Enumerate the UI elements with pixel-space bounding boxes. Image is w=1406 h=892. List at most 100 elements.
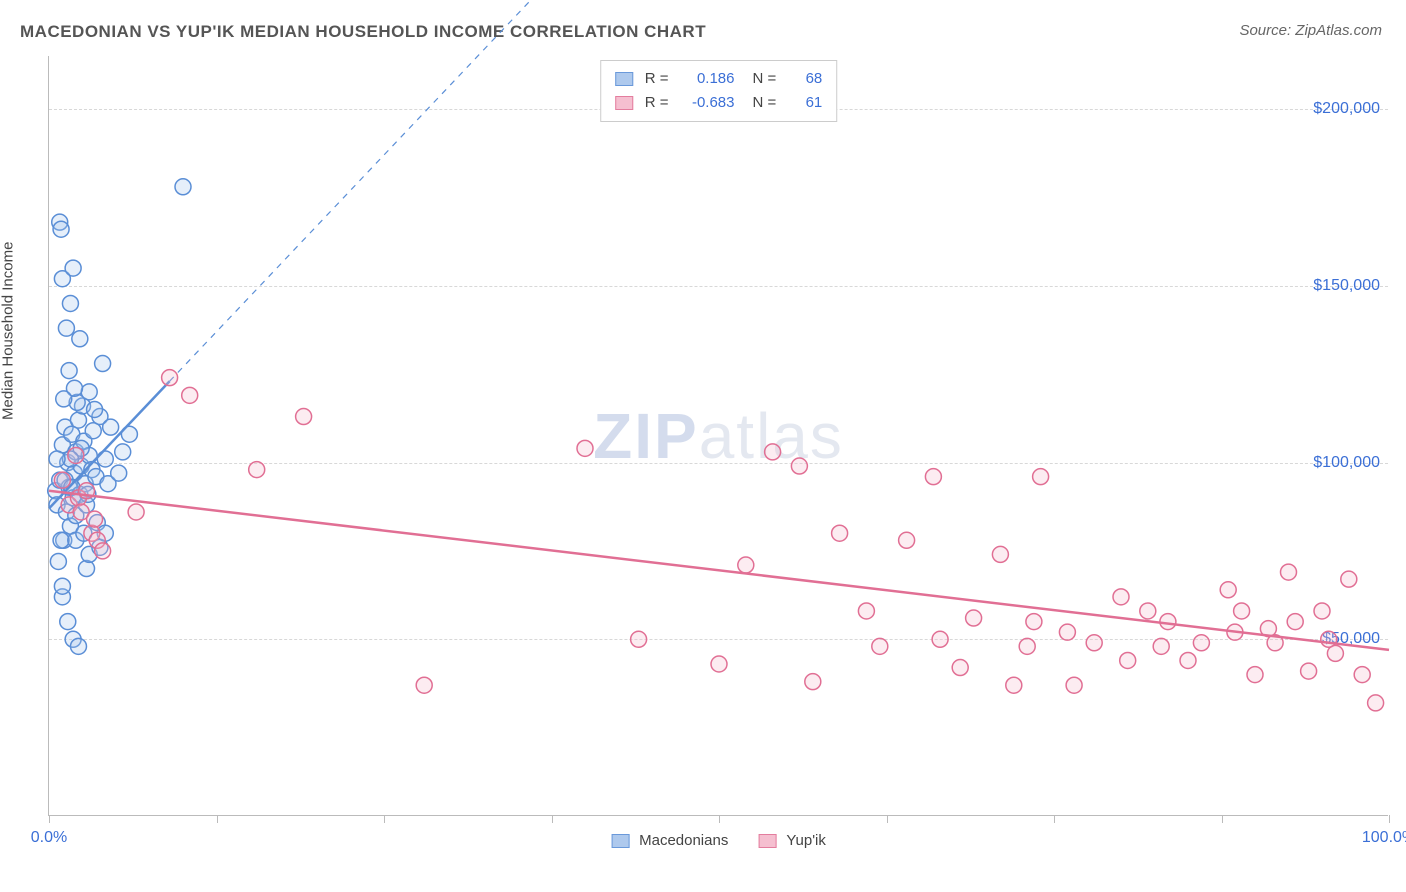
- scatter-point: [711, 656, 727, 672]
- scatter-point: [952, 660, 968, 676]
- stats-n-label-1: N =: [753, 91, 777, 115]
- chart-title: MACEDONIAN VS YUP'IK MEDIAN HOUSEHOLD IN…: [20, 22, 706, 42]
- scatter-point: [791, 458, 807, 474]
- scatter-point: [296, 409, 312, 425]
- scatter-point: [128, 504, 144, 520]
- scatter-point: [88, 469, 104, 485]
- scatter-point: [1301, 663, 1317, 679]
- stats-row-1: R = -0.683 N = 61: [615, 91, 823, 115]
- x-tick: [719, 815, 720, 823]
- scatter-point: [1120, 652, 1136, 668]
- x-tick: [217, 815, 218, 823]
- scatter-point: [97, 525, 113, 541]
- regression-line: [49, 491, 1389, 650]
- scatter-point: [858, 603, 874, 619]
- stats-swatch-0: [615, 72, 633, 86]
- scatter-point: [56, 391, 72, 407]
- scatter-point: [54, 589, 70, 605]
- scatter-point: [54, 472, 70, 488]
- scatter-point: [1113, 589, 1129, 605]
- scatter-point: [68, 508, 84, 524]
- regression-line-dashed: [170, 0, 585, 381]
- x-tick: [384, 815, 385, 823]
- gridline-h: [49, 286, 1388, 287]
- scatter-point: [1287, 614, 1303, 630]
- scatter-point: [62, 451, 78, 467]
- scatter-point: [1314, 603, 1330, 619]
- bottom-legend: Macedonians Yup'ik: [611, 832, 826, 849]
- legend-swatch-0: [611, 834, 629, 848]
- scatter-point: [1354, 667, 1370, 683]
- scatter-point: [1059, 624, 1075, 640]
- scatter-point: [68, 447, 84, 463]
- scatter-point: [1341, 571, 1357, 587]
- scatter-point: [925, 469, 941, 485]
- scatter-point: [69, 394, 85, 410]
- scatter-point: [1247, 667, 1263, 683]
- gridline-h: [49, 639, 1388, 640]
- scatter-point: [64, 479, 80, 495]
- scatter-point: [65, 490, 81, 506]
- scatter-point: [66, 380, 82, 396]
- scatter-point: [416, 677, 432, 693]
- scatter-point: [1281, 564, 1297, 580]
- scatter-point: [81, 384, 97, 400]
- scatter-point: [84, 525, 100, 541]
- scatter-point: [53, 221, 69, 237]
- scatter-point: [95, 356, 111, 372]
- scatter-point: [53, 532, 69, 548]
- scatter-point: [577, 440, 593, 456]
- scatter-point: [54, 271, 70, 287]
- scatter-point: [966, 610, 982, 626]
- scatter-point: [48, 483, 64, 499]
- scatter-point: [49, 451, 65, 467]
- scatter-point: [872, 638, 888, 654]
- scatter-point: [70, 638, 86, 654]
- scatter-point: [899, 532, 915, 548]
- scatter-point: [81, 447, 97, 463]
- scatter-point: [64, 426, 80, 442]
- scatter-point: [49, 497, 65, 513]
- plot-area: ZIPatlas $50,000$100,000$150,000$200,000…: [48, 56, 1388, 816]
- legend-item-1: Yup'ik: [758, 832, 826, 849]
- scatter-point: [1086, 635, 1102, 651]
- scatter-point: [80, 486, 96, 502]
- stats-box: R = 0.186 N = 68 R = -0.683 N = 61: [600, 60, 838, 122]
- scatter-point: [1368, 695, 1384, 711]
- scatter-point: [1033, 469, 1049, 485]
- scatter-point: [738, 557, 754, 573]
- scatter-point: [57, 472, 73, 488]
- scatter-point: [58, 504, 74, 520]
- svg-layer: [49, 56, 1388, 815]
- scatter-point: [73, 440, 89, 456]
- y-tick-label: $100,000: [1313, 454, 1380, 472]
- scatter-point: [50, 553, 66, 569]
- scatter-point: [87, 511, 103, 527]
- scatter-point: [1193, 635, 1209, 651]
- scatter-point: [92, 539, 108, 555]
- scatter-point: [61, 479, 77, 495]
- stats-r-label-1: R =: [645, 91, 669, 115]
- scatter-point: [1267, 635, 1283, 651]
- scatter-point: [77, 476, 93, 492]
- scatter-point: [95, 543, 111, 559]
- scatter-point: [54, 578, 70, 594]
- watermark-light: atlas: [699, 400, 844, 472]
- legend-swatch-1: [758, 834, 776, 848]
- scatter-point: [85, 423, 101, 439]
- scatter-point: [72, 331, 88, 347]
- scatter-point: [992, 546, 1008, 562]
- scatter-point: [121, 426, 137, 442]
- y-tick-label: $150,000: [1313, 277, 1380, 295]
- scatter-point: [66, 465, 82, 481]
- watermark: ZIPatlas: [593, 399, 844, 473]
- scatter-point: [1019, 638, 1035, 654]
- x-tick: [1054, 815, 1055, 823]
- scatter-point: [79, 561, 95, 577]
- scatter-point: [1260, 621, 1276, 637]
- x-tick: [1389, 815, 1390, 823]
- scatter-point: [89, 532, 105, 548]
- gridline-h: [49, 463, 1388, 464]
- scatter-point: [76, 525, 92, 541]
- scatter-point: [1160, 614, 1176, 630]
